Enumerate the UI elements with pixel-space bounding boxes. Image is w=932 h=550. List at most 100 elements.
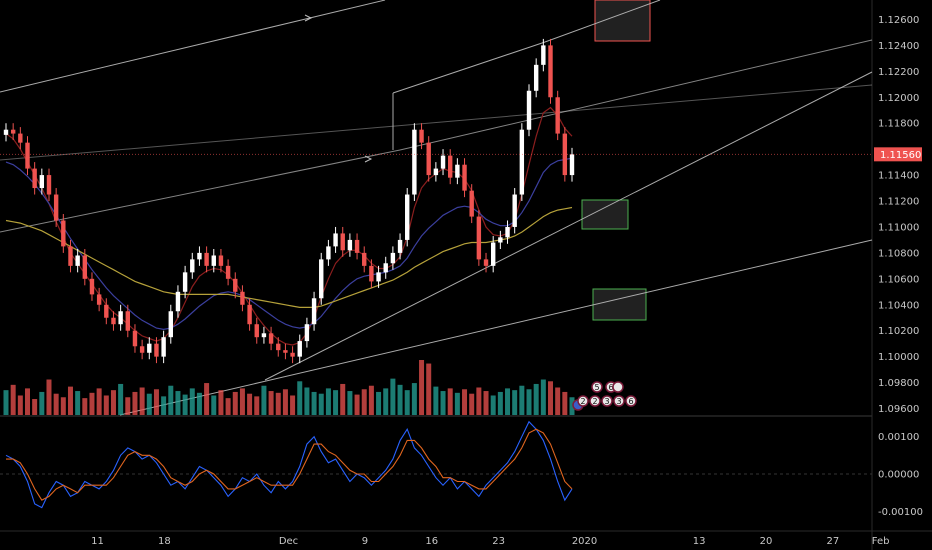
price-tick-label: 1.10400 — [878, 300, 919, 311]
candle — [118, 304, 123, 331]
volume-bar — [555, 387, 561, 415]
volume-bar — [60, 397, 66, 415]
candle — [261, 326, 267, 344]
volume-bar — [225, 398, 231, 415]
volume-bar — [24, 388, 30, 415]
event-badge[interactable]: 6 — [625, 395, 637, 407]
candle — [541, 38, 546, 72]
candle-body — [347, 239, 353, 251]
candle — [53, 188, 59, 227]
volume-bar — [153, 389, 159, 415]
candle-body — [161, 337, 166, 357]
candle-body — [125, 311, 130, 331]
candle — [569, 147, 575, 182]
volume-bar — [340, 383, 346, 415]
candle — [104, 298, 109, 325]
candle — [276, 337, 281, 357]
candle-body — [405, 194, 410, 240]
price-tick-label: 1.12200 — [878, 67, 919, 78]
oscillator-axis[interactable]: 0.00100 0.00000 -0.00100 — [878, 432, 923, 518]
event-badge-circle — [589, 395, 601, 407]
volume-bar — [304, 387, 310, 415]
candle — [376, 265, 381, 288]
volume-bar — [282, 389, 288, 415]
candle-body — [25, 142, 30, 169]
price-tick-label: 1.10000 — [878, 352, 919, 363]
candle-body — [426, 142, 431, 176]
volume-bar — [505, 388, 511, 415]
event-badge[interactable]: 2 — [589, 395, 601, 407]
channel-top-line — [0, 0, 386, 93]
support-zone-lower — [592, 288, 647, 321]
volume-bar — [196, 392, 202, 415]
swing-high-ext — [544, 0, 661, 43]
candle — [61, 213, 66, 253]
volume-bar — [182, 394, 188, 415]
candle — [125, 304, 130, 338]
volume-bar — [204, 383, 210, 415]
osc-tick-label: -0.00100 — [878, 507, 923, 518]
candle-body — [283, 350, 288, 353]
candle-body — [218, 255, 224, 266]
price-tick-label: 1.10200 — [878, 326, 919, 337]
candles — [3, 38, 575, 364]
candle-body — [548, 45, 553, 98]
candle — [405, 188, 410, 247]
event-badge-text: 2 — [592, 397, 597, 406]
candle-body — [505, 226, 510, 238]
candle — [333, 226, 338, 253]
candle — [505, 220, 510, 244]
candle — [448, 149, 453, 185]
last-price-badge[interactable] — [874, 147, 922, 162]
candle-body — [111, 317, 116, 325]
price-tick-label: 1.09600 — [878, 404, 919, 415]
candle-body — [455, 164, 460, 178]
candle — [362, 246, 367, 273]
event-badge[interactable]: 3 — [601, 395, 613, 407]
event-badge[interactable]: 5 — [591, 381, 603, 393]
event-badge-text: 5 — [594, 383, 599, 392]
volume-bar — [569, 397, 575, 415]
candle-body — [197, 252, 202, 260]
candle — [326, 239, 331, 266]
candle — [490, 236, 496, 273]
candle — [354, 233, 360, 260]
volume-bar — [497, 391, 503, 415]
candle — [182, 265, 188, 299]
volume-bar — [261, 385, 267, 415]
candle — [369, 259, 374, 288]
candle-body — [104, 304, 109, 318]
event-badges[interactable]: 5 62 2 3 3 6 — [572, 381, 637, 411]
candle — [139, 339, 145, 360]
candle — [526, 84, 532, 137]
event-badge[interactable]: 2 — [577, 395, 589, 407]
volume-bar — [462, 389, 468, 415]
time-axis[interactable]: ov1118Dec916232020132027Feb10 — [0, 530, 932, 547]
volume-bar — [132, 391, 138, 415]
candle — [211, 249, 216, 273]
candle-body — [190, 259, 195, 273]
lower-support-line — [119, 239, 873, 416]
candle-body — [519, 129, 525, 195]
price-axis[interactable]: 1.12600 1.12400 1.12200 1.12000 1.11800 1.114… — [874, 15, 922, 415]
volume-bar — [110, 390, 116, 415]
arrow-marker — [304, 14, 313, 22]
volume-bar — [211, 395, 217, 415]
event-badge-text: 3 — [604, 397, 609, 406]
volume-bar — [103, 395, 109, 415]
volume-bar — [32, 399, 38, 415]
candle-body — [61, 220, 66, 247]
volume-bar — [161, 396, 167, 415]
volume-bar — [540, 379, 546, 415]
time-tick-label: 13 — [693, 536, 706, 547]
candle-body — [512, 194, 517, 227]
price-tick-label: 1.10800 — [878, 248, 919, 259]
event-badge[interactable]: 3 — [613, 395, 625, 407]
candle — [297, 334, 302, 364]
time-tick-label: 20 — [760, 536, 773, 547]
candle-body — [240, 291, 245, 305]
osc-tick-label: 0.00100 — [878, 432, 919, 443]
event-flag-icon[interactable] — [612, 381, 624, 393]
